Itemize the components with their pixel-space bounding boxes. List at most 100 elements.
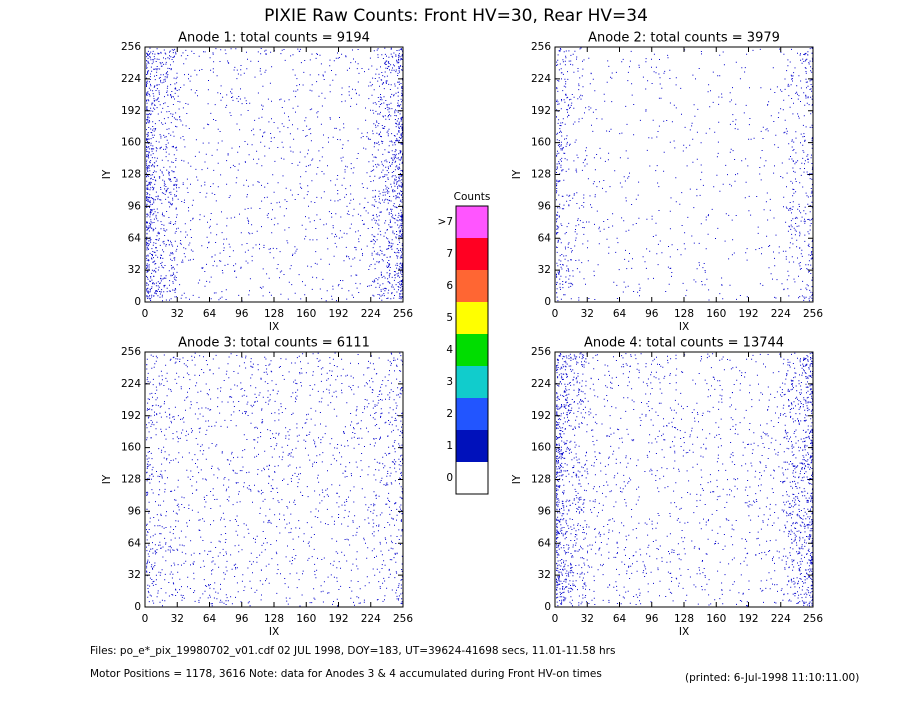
y-axis-label: IY: [101, 474, 113, 484]
x-tick-label: 128: [674, 613, 694, 625]
y-tick-label: 0: [544, 601, 551, 613]
colorbar-swatch: [456, 302, 488, 334]
colorbar-label: 1: [446, 440, 453, 452]
x-tick-label: 64: [613, 308, 627, 320]
colorbar-label: 4: [446, 344, 453, 356]
y-tick-label: 64: [538, 537, 552, 549]
y-axis-label: IY: [101, 169, 113, 179]
y-tick-label: 128: [121, 169, 141, 181]
y-tick-label: 256: [531, 41, 551, 53]
footer-printed: (printed: 6-Jul-1998 11:10:11.00): [685, 672, 859, 684]
y-tick-label: 160: [121, 137, 141, 149]
colorbar-swatch: [456, 366, 488, 398]
y-tick-label: 256: [531, 346, 551, 358]
colorbar-swatch: [456, 270, 488, 302]
y-tick-label: 160: [531, 442, 551, 454]
panel-title: Anode 1: total counts = 9194: [178, 31, 370, 46]
y-tick-label: 96: [538, 200, 552, 212]
y-tick-label: 128: [121, 474, 141, 486]
x-tick-label: 192: [328, 613, 348, 625]
footer-files: Files: po_e*_pix_19980702_v01.cdf 02 JUL…: [90, 645, 615, 657]
x-tick-label: 256: [393, 613, 413, 625]
x-tick-label: 96: [235, 308, 249, 320]
y-tick-label: 32: [128, 264, 141, 276]
y-tick-label: 64: [128, 537, 142, 549]
count-texture: [556, 47, 813, 302]
y-axis-label: IY: [511, 474, 523, 484]
y-tick-label: 192: [121, 410, 141, 422]
colorbar-label: 6: [446, 280, 453, 292]
y-tick-label: 256: [121, 346, 141, 358]
x-axis-label: IX: [679, 321, 689, 333]
x-tick-label: 192: [738, 613, 758, 625]
panel-title: Anode 3: total counts = 6111: [178, 336, 370, 351]
y-tick-label: 64: [538, 232, 552, 244]
panel-title: Anode 4: total counts = 13744: [584, 336, 784, 351]
x-tick-label: 96: [645, 613, 659, 625]
x-tick-label: 32: [171, 613, 184, 625]
colorbar-label: 2: [446, 408, 453, 420]
x-tick-label: 192: [328, 308, 348, 320]
x-tick-label: 192: [738, 308, 758, 320]
count-texture: [146, 47, 403, 302]
y-tick-label: 32: [538, 569, 551, 581]
y-tick-label: 224: [121, 378, 141, 390]
x-tick-label: 256: [803, 613, 823, 625]
y-tick-label: 0: [544, 296, 551, 308]
x-tick-label: 96: [645, 308, 659, 320]
colorbar-swatch: [456, 462, 488, 494]
x-tick-label: 224: [771, 613, 791, 625]
x-axis-label: IX: [679, 626, 689, 638]
y-tick-label: 192: [531, 410, 551, 422]
y-tick-label: 256: [121, 41, 141, 53]
y-tick-label: 32: [538, 264, 551, 276]
x-tick-label: 32: [581, 613, 594, 625]
y-tick-label: 32: [128, 569, 141, 581]
panel-title: Anode 2: total counts = 3979: [588, 31, 780, 46]
x-tick-label: 224: [771, 308, 791, 320]
colorbar-label: 3: [446, 376, 453, 388]
colorbar-swatch: [456, 430, 488, 462]
x-tick-label: 224: [361, 613, 381, 625]
x-tick-label: 160: [706, 308, 726, 320]
y-tick-label: 192: [121, 105, 141, 117]
x-tick-label: 256: [393, 308, 413, 320]
colorbar-label: 5: [446, 312, 453, 324]
colorbar-frame: [455, 205, 489, 495]
y-tick-label: 128: [531, 169, 551, 181]
y-tick-label: 0: [134, 601, 141, 613]
colorbar-label: 0: [446, 472, 453, 484]
colorbar-swatch: [456, 398, 488, 430]
y-tick-label: 224: [531, 378, 551, 390]
colorbar-swatch: [456, 206, 488, 238]
x-tick-label: 0: [552, 613, 559, 625]
x-axis-label: IX: [269, 321, 279, 333]
colorbar-label: >7: [438, 216, 453, 228]
x-tick-label: 128: [674, 308, 694, 320]
x-tick-label: 160: [296, 308, 316, 320]
x-tick-label: 0: [142, 613, 149, 625]
y-tick-label: 96: [128, 200, 142, 212]
x-tick-label: 0: [552, 308, 559, 320]
x-tick-label: 64: [613, 613, 627, 625]
y-tick-label: 224: [531, 73, 551, 85]
x-tick-label: 160: [706, 613, 726, 625]
y-tick-label: 128: [531, 474, 551, 486]
x-tick-label: 64: [203, 613, 217, 625]
colorbar-swatch: [456, 238, 488, 270]
x-tick-label: 160: [296, 613, 316, 625]
y-tick-label: 192: [531, 105, 551, 117]
plot-frame: [554, 46, 814, 303]
y-tick-label: 0: [134, 296, 141, 308]
x-tick-label: 32: [171, 308, 184, 320]
y-tick-label: 224: [121, 73, 141, 85]
x-tick-label: 128: [264, 308, 284, 320]
x-tick-label: 0: [142, 308, 149, 320]
x-tick-label: 128: [264, 613, 284, 625]
footer-motor: Motor Positions = 1178, 3616 Note: data …: [90, 668, 602, 680]
count-texture: [146, 352, 403, 607]
y-axis-label: IY: [511, 169, 523, 179]
x-axis-label: IX: [269, 626, 279, 638]
x-tick-label: 256: [803, 308, 823, 320]
